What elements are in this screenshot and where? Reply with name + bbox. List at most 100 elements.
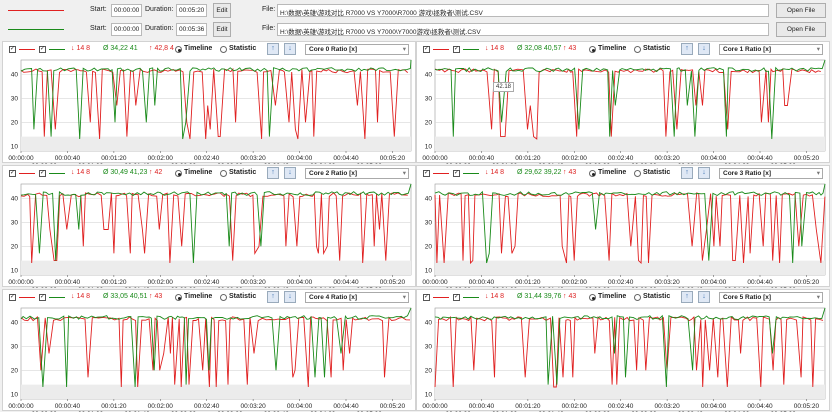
y-tick-label: 30 xyxy=(425,220,433,227)
statistic-label: Statistic xyxy=(643,169,671,176)
metric-select-value: Core 3 Ratio [x] xyxy=(723,170,772,177)
statistic-label: Statistic xyxy=(229,293,257,300)
low-band xyxy=(21,384,411,399)
x-tick-label: 00:01:00 xyxy=(78,287,104,288)
x-tick-label: 00:01:20 xyxy=(515,155,541,162)
series-2-checkbox[interactable]: ✓ xyxy=(453,170,460,177)
x-tick-label: 00:01:20 xyxy=(101,403,127,410)
value-tooltip: 42.18 xyxy=(493,82,515,92)
timeline-radio[interactable] xyxy=(589,294,596,301)
statistic-radio[interactable] xyxy=(220,46,227,53)
edit-button[interactable]: Edit xyxy=(213,3,231,18)
series-1-checkbox[interactable]: ✓ xyxy=(9,294,16,301)
zoom-in-icon[interactable]: ↑ xyxy=(681,167,693,179)
x-tick-label: 00:00:40 xyxy=(469,403,495,410)
x-tick-label: 00:04:00 xyxy=(701,155,727,162)
statistic-label: Statistic xyxy=(229,45,257,52)
file-path-field[interactable]: H:\数据\英雄\游戏对比 R7000 VS Y7000\R7000 游戏\拯救… xyxy=(277,4,769,17)
x-tick-label: 00:04:00 xyxy=(287,279,313,286)
series-1-checkbox[interactable]: ✓ xyxy=(9,46,16,53)
y-tick-label: 40 xyxy=(11,196,19,203)
series-line-2 xyxy=(434,59,826,140)
avg-value: Ø 33,05 40,51 xyxy=(103,293,148,300)
x-tick-label: 00:02:20 xyxy=(585,163,611,164)
open-file-button[interactable]: Open File xyxy=(776,3,826,18)
series-1-checkbox[interactable]: ✓ xyxy=(423,46,430,53)
metric-select[interactable]: Core 4 Ratio [x] ▾ xyxy=(305,292,409,303)
timeline-radio[interactable] xyxy=(175,170,182,177)
series-2-color-sample xyxy=(463,297,479,298)
y-tick-label: 20 xyxy=(425,367,433,374)
x-tick-label: 00:03:40 xyxy=(264,163,290,164)
open-file-button[interactable]: Open File xyxy=(776,22,826,37)
series-2-checkbox[interactable]: ✓ xyxy=(453,46,460,53)
series-2-checkbox[interactable]: ✓ xyxy=(453,294,460,301)
statistic-radio[interactable] xyxy=(220,170,227,177)
timeline-radio[interactable] xyxy=(589,46,596,53)
metric-select[interactable]: Core 5 Ratio [x] ▾ xyxy=(719,292,823,303)
zoom-out-icon[interactable]: ↓ xyxy=(698,167,710,179)
start-field[interactable]: 00:00:00 xyxy=(111,4,142,17)
x-tick-label: 00:00:40 xyxy=(469,155,495,162)
zoom-out-icon[interactable]: ↓ xyxy=(284,291,296,303)
zoom-out-icon[interactable]: ↓ xyxy=(284,43,296,55)
zoom-in-icon[interactable]: ↑ xyxy=(267,43,279,55)
x-tick-label: 00:03:40 xyxy=(678,163,704,164)
chart-plot[interactable]: 10 20 30 40 00:00:00 00:00:40 00:01:20 00:02:00… xyxy=(3,166,417,288)
metric-select[interactable]: Core 3 Ratio [x] ▾ xyxy=(719,168,823,179)
series-1-checkbox[interactable]: ✓ xyxy=(423,170,430,177)
start-label: Start: xyxy=(90,25,107,32)
series-2-checkbox[interactable]: ✓ xyxy=(39,46,46,53)
zoom-out-icon[interactable]: ↓ xyxy=(698,43,710,55)
series-1-checkbox[interactable]: ✓ xyxy=(423,294,430,301)
metric-select[interactable]: Core 0 Ratio [x] ▾ xyxy=(305,44,409,55)
max-value: ↑ 42 xyxy=(149,169,163,176)
timeline-label: Timeline xyxy=(184,293,213,300)
chart-plot[interactable]: 10 20 30 40 00:00:00 00:00:40 00:01:20 00:02:00… xyxy=(417,166,831,288)
statistic-radio[interactable] xyxy=(634,46,641,53)
file-row-2: Start: 00:00:00 Duration: 00:05:36 Edit … xyxy=(0,19,832,39)
metric-select-value: Core 0 Ratio [x] xyxy=(309,46,358,53)
avg-value: Ø 34,22 41 xyxy=(103,45,138,52)
panel-toolbar: ✓ ✓ ↓ 14 8 Ø 30,49 41,23 ↑ 42 Timeline S… xyxy=(3,166,415,181)
zoom-in-icon[interactable]: ↑ xyxy=(267,291,279,303)
zoom-out-icon[interactable]: ↓ xyxy=(284,167,296,179)
zoom-in-icon[interactable]: ↑ xyxy=(681,291,693,303)
metric-select-value: Core 1 Ratio [x] xyxy=(723,46,772,53)
min-value: ↓ 14 8 xyxy=(71,293,91,300)
timeline-radio[interactable] xyxy=(175,294,182,301)
zoom-in-icon[interactable]: ↑ xyxy=(267,167,279,179)
zoom-out-icon[interactable]: ↓ xyxy=(698,291,710,303)
series-2-checkbox[interactable]: ✓ xyxy=(39,294,46,301)
x-tick-label: 00:04:20 xyxy=(310,163,336,164)
chart-plot[interactable]: 10 20 30 40 00:00:00 00:00:40 00:01:20 00:02:00… xyxy=(3,42,417,164)
x-tick-label: 00:03:20 xyxy=(654,403,680,410)
statistic-radio[interactable] xyxy=(634,170,641,177)
series-1-color-sample xyxy=(19,297,35,298)
y-tick-label: 40 xyxy=(11,72,19,79)
metric-select[interactable]: Core 2 Ratio [x] ▾ xyxy=(305,168,409,179)
y-tick-label: 30 xyxy=(11,220,19,227)
duration-field[interactable]: 00:05:36 xyxy=(176,23,207,36)
series-2-checkbox[interactable]: ✓ xyxy=(39,170,46,177)
statistic-radio[interactable] xyxy=(634,294,641,301)
timeline-radio[interactable] xyxy=(589,170,596,177)
chart-plot[interactable]: 10 20 30 40 00:00:00 00:00:40 00:01:20 00:02:00… xyxy=(3,290,417,412)
chart-plot[interactable]: 10 20 30 40 00:00:00 00:00:40 00:01:20 00:02:00… xyxy=(417,42,831,164)
series-1-checkbox[interactable]: ✓ xyxy=(9,170,16,177)
start-field[interactable]: 00:00:00 xyxy=(111,23,142,36)
chart-plot[interactable]: 10 20 30 40 00:00:00 00:00:40 00:01:20 00:02:00… xyxy=(417,290,831,412)
y-tick-label: 10 xyxy=(11,143,19,150)
x-tick-label: 00:04:00 xyxy=(287,155,313,162)
statistic-radio[interactable] xyxy=(220,294,227,301)
y-tick-label: 30 xyxy=(425,96,433,103)
duration-field[interactable]: 00:05:20 xyxy=(176,4,207,17)
timeline-radio[interactable] xyxy=(175,46,182,53)
chevron-down-icon: ▾ xyxy=(402,294,406,301)
metric-select[interactable]: Core 1 Ratio [x] ▾ xyxy=(719,44,823,55)
edit-button[interactable]: Edit xyxy=(213,22,231,37)
file-path-field[interactable]: H:\数据\英雄\游戏对比 R7000 VS Y7000\Y7000游戏\拯救者… xyxy=(277,23,769,36)
x-tick-label: 00:04:20 xyxy=(310,287,336,288)
zoom-in-icon[interactable]: ↑ xyxy=(681,43,693,55)
x-tick-label: 00:05:20 xyxy=(794,279,820,286)
